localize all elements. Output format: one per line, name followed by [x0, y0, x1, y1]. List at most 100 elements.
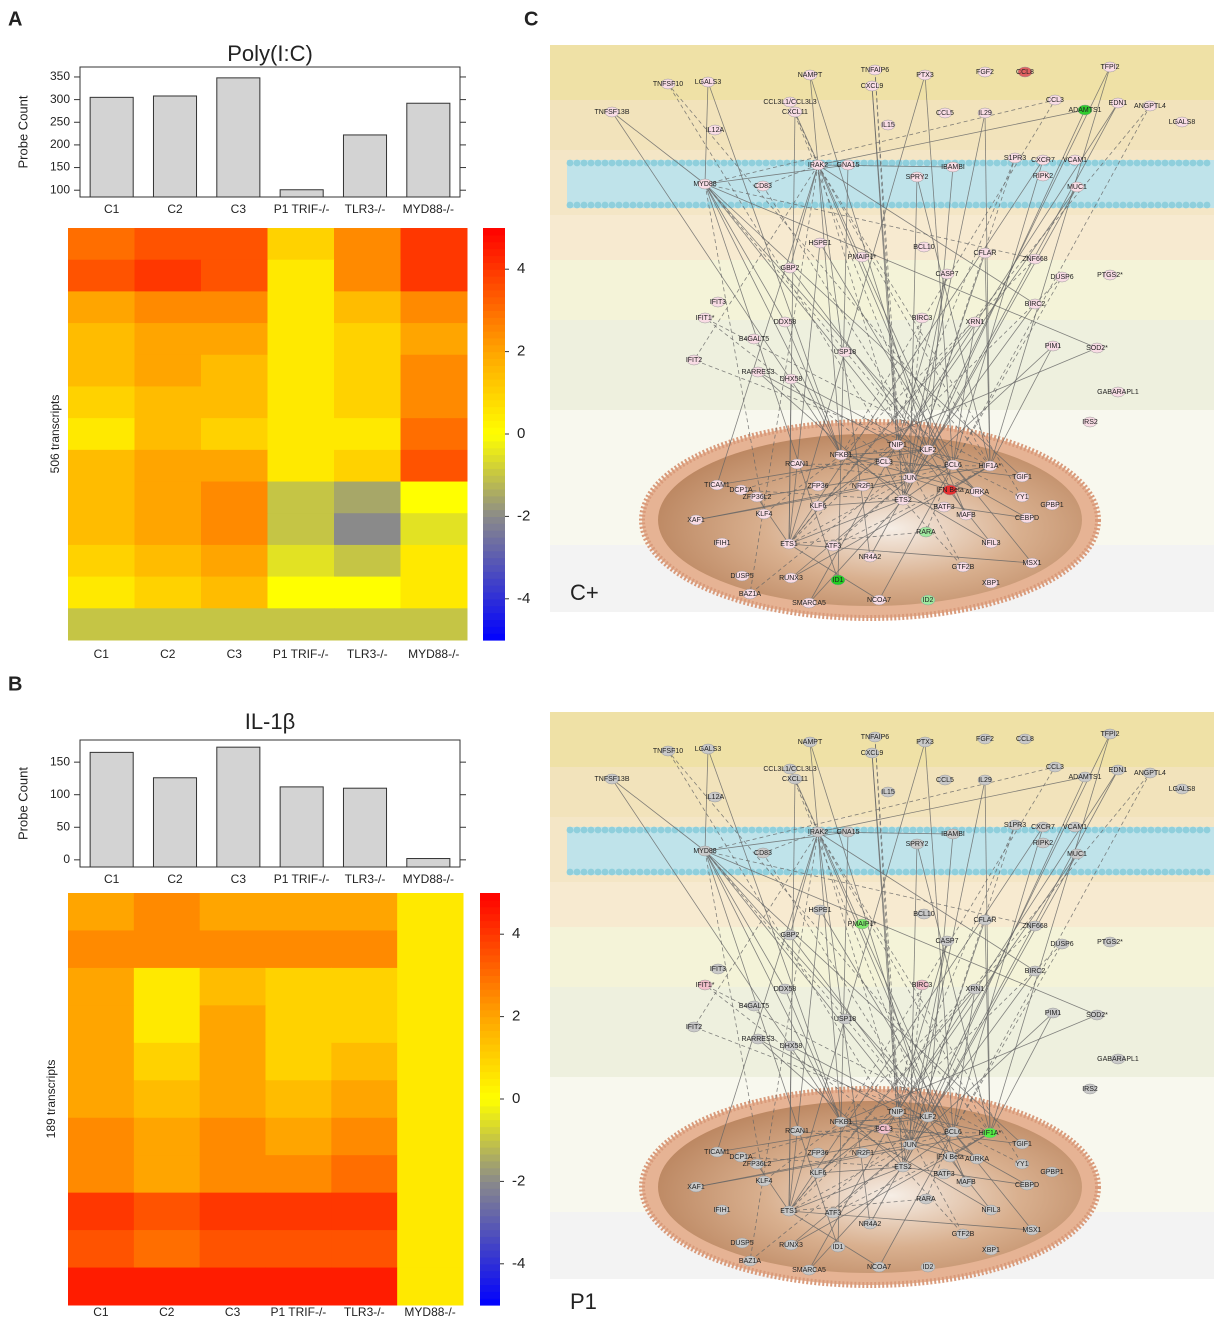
lipid-head [755, 868, 763, 876]
edge [788, 1045, 792, 1212]
colorbar-segment [480, 1050, 500, 1059]
heatmap-cell [134, 576, 202, 609]
lipid-head [734, 868, 742, 876]
lipid-head [972, 201, 980, 209]
lipid-head [615, 159, 623, 167]
node-label: TFPI2 [1100, 731, 1119, 738]
edge [840, 1121, 1023, 1145]
x-tick-label: C1 [104, 202, 120, 216]
edge [817, 164, 954, 168]
node-label: RUNX3 [779, 1242, 803, 1249]
chart-title: IL-1β [245, 709, 296, 734]
lipid-head [972, 826, 980, 834]
node-label: YY1 [1015, 494, 1028, 501]
node-label: IBAMBI [941, 831, 965, 838]
node [942, 1151, 958, 1163]
lipid-head [1196, 868, 1204, 876]
x-tick-label: MYD88-/- [403, 202, 454, 216]
y-axis-label: 189 transcripts [44, 1060, 58, 1139]
x-tick-label: P1 TRIF-/- [274, 872, 330, 886]
node [1102, 728, 1118, 740]
lipid-head [580, 201, 588, 209]
edge [789, 831, 819, 936]
colorbar-tick-label: 2 [512, 1008, 520, 1025]
node-label: XRN1 [966, 319, 985, 326]
node [734, 570, 750, 582]
node-label: KLF4 [756, 1178, 773, 1185]
node [756, 1175, 772, 1187]
node [833, 449, 849, 461]
node [837, 1013, 853, 1025]
colorbar-segment [483, 585, 505, 593]
heatmap-cell [68, 1042, 135, 1081]
colorbar-segment [480, 906, 500, 915]
x-tick-label: TLR3-/- [347, 647, 388, 661]
node-label: CEBPD [1015, 1182, 1039, 1189]
node [1047, 94, 1063, 106]
edge [704, 850, 992, 1211]
lipid-head [1126, 826, 1134, 834]
edge [817, 776, 1086, 833]
lipid-head [762, 826, 770, 834]
lipid-head [692, 826, 700, 834]
node-label: B4GALT5 [739, 1003, 769, 1010]
node-label: BIRC3 [912, 315, 933, 322]
node-label: BCL3 [875, 459, 893, 466]
heatmap-cell [397, 1155, 464, 1194]
lipid-head [853, 826, 861, 834]
node [909, 838, 925, 850]
lipid-head [930, 159, 938, 167]
node-label: PTX3 [916, 739, 934, 746]
lipid-head [1175, 159, 1183, 167]
edge [808, 444, 898, 604]
node-label: KLF4 [756, 511, 773, 518]
heatmap-cell [134, 354, 202, 387]
node [750, 366, 766, 378]
heatmap-cell [334, 354, 401, 387]
node [1007, 819, 1023, 831]
lipid-head [699, 826, 707, 834]
node-label: DUSP6 [1050, 941, 1073, 948]
lipid-head [860, 826, 868, 834]
colorbar-segment [480, 1291, 500, 1299]
edge [896, 444, 991, 467]
edge [927, 303, 1036, 451]
edge [788, 531, 927, 545]
colorbar-segment [480, 1236, 500, 1244]
edge [693, 164, 819, 361]
node [710, 963, 726, 975]
x-tick-label: C1 [93, 1305, 109, 1319]
node [1007, 152, 1023, 164]
lipid-head [1070, 201, 1078, 209]
edge [788, 741, 926, 1212]
y-tick-label: 300 [50, 92, 70, 106]
colorbar-segment [480, 1208, 500, 1217]
edge [989, 345, 1054, 467]
lipid-head [979, 868, 987, 876]
x-tick-label: P1 TRIF-/- [274, 202, 330, 216]
colorbar-segment [480, 1037, 500, 1045]
colorbar-segment [483, 296, 505, 305]
node-label: MYD88 [693, 181, 716, 188]
lipid-head [783, 826, 791, 834]
node [734, 1237, 750, 1249]
colorbar-segment [480, 1099, 500, 1107]
heatmap-cell [68, 513, 135, 546]
node-label: CCL3L1/CCL3L3 [763, 99, 816, 106]
node-label: TNFSF10 [653, 81, 683, 88]
lipid-head [622, 201, 630, 209]
heatmap-cell [199, 1042, 266, 1081]
node [707, 791, 723, 803]
x-tick-label: MYD88-/- [404, 1305, 455, 1319]
lipid-head [629, 826, 637, 834]
node-label: VCAM1 [1063, 157, 1087, 164]
heatmap-cell [331, 967, 398, 1006]
node-label: IL15 [881, 122, 895, 129]
lipid-head [769, 826, 777, 834]
node-label: GTF2B [952, 1231, 975, 1238]
lipid-head [1168, 826, 1176, 834]
edge [902, 317, 923, 501]
node [1077, 104, 1093, 116]
edge [817, 499, 904, 507]
edge [837, 1121, 842, 1248]
